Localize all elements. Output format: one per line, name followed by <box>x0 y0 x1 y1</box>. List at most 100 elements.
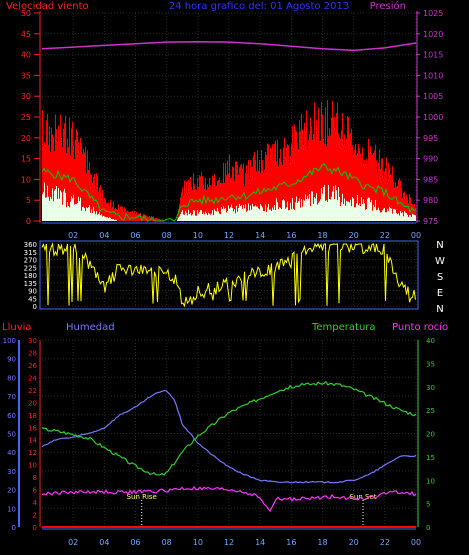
x-tick-label: 00 <box>411 231 421 240</box>
humidity-tick: 10 <box>7 505 16 513</box>
series-line-2 <box>41 380 417 476</box>
pressure-tick: 1005 <box>423 92 443 101</box>
x-tick-label: 22 <box>380 538 390 547</box>
compass-label: N <box>436 304 443 315</box>
x-tick-label: 14 <box>255 231 265 240</box>
direction-tick: 180 <box>24 272 37 280</box>
x-tick-label: 14 <box>255 538 265 547</box>
wind-speed-tick: 5 <box>26 196 31 205</box>
rain-tick: 24 <box>28 374 37 382</box>
x-tick-label: 18 <box>317 231 327 240</box>
pressure-tick: 1000 <box>423 113 443 122</box>
rain-tick: 26 <box>28 362 37 370</box>
humidity-tick: 40 <box>7 449 16 457</box>
wind-speed-tick: 40 <box>21 51 31 60</box>
rain-tick: 16 <box>28 424 37 432</box>
direction-tick: 135 <box>24 280 37 288</box>
temperature-tick: 30 <box>426 384 435 392</box>
x-tick-label: 08 <box>162 231 172 240</box>
pressure-tick: 985 <box>423 175 438 184</box>
compass-label: W <box>435 256 445 267</box>
rain-tick: 14 <box>28 437 37 445</box>
compass-label: N <box>436 240 443 251</box>
pressure-tick: 975 <box>423 217 438 226</box>
temperature-tick: 0 <box>426 524 430 532</box>
humidity-tick: 90 <box>7 356 16 364</box>
wind-speed-tick: 15 <box>21 155 31 164</box>
temperature-tick: 5 <box>426 501 430 509</box>
temperature-tick: 40 <box>426 337 435 345</box>
pressure-tick: 990 <box>423 155 438 164</box>
legend-label: Temperatura <box>311 322 376 333</box>
x-tick-label: 08 <box>162 538 172 547</box>
x-tick-label: 06 <box>130 538 140 547</box>
x-tick-label: 00 <box>411 538 421 547</box>
sun-annotation: Sun Rise <box>127 493 157 501</box>
rain-tick: 6 <box>33 487 38 495</box>
chart-title: 24 hora grafico del: 01 Agosto 2013 <box>169 1 349 12</box>
rain-tick: 12 <box>28 449 37 457</box>
wind-speed-tick: 25 <box>21 113 31 122</box>
sun-annotation: Sun Set <box>349 493 376 501</box>
x-tick-label: 16 <box>286 538 296 547</box>
rain-tick: 4 <box>33 499 38 507</box>
wind-speed-tick: 50 <box>21 9 31 18</box>
pressure-tick: 1025 <box>423 9 443 18</box>
wind-speed-tick: 35 <box>21 71 31 80</box>
humidity-tick: 30 <box>7 468 16 476</box>
x-tick-label: 04 <box>99 538 109 547</box>
rain-tick: 20 <box>28 399 37 407</box>
pressure-tick: 1015 <box>423 51 443 60</box>
x-tick-label: 10 <box>193 538 203 547</box>
pressure-line <box>41 40 417 52</box>
humidity-tick: 50 <box>7 431 16 439</box>
wind-speed-tick: 20 <box>21 134 31 143</box>
direction-tick: 270 <box>24 257 37 265</box>
wind-speed-tick: 45 <box>21 30 31 39</box>
rain-tick: 8 <box>33 474 37 482</box>
wind-speed-tick: 30 <box>21 92 31 101</box>
rain-tick: 30 <box>28 337 37 345</box>
x-tick-label: 16 <box>286 231 296 240</box>
compass-label: S <box>437 272 443 283</box>
direction-panel-frame <box>39 240 419 310</box>
humidity-tick: 0 <box>12 524 16 532</box>
direction-tick: 360 <box>24 241 37 249</box>
temperature-tick: 20 <box>426 431 435 439</box>
x-tick-label: 02 <box>68 538 78 547</box>
rain-tick: 0 <box>33 524 37 532</box>
rain-tick: 2 <box>33 512 37 520</box>
wind-average-line <box>41 163 417 222</box>
temperature-tick: 25 <box>426 407 435 415</box>
direction-tick: 0 <box>33 303 37 311</box>
x-tick-label: 18 <box>317 538 327 547</box>
x-tick-label: 20 <box>349 231 359 240</box>
direction-tick: 90 <box>28 288 37 296</box>
x-tick-label: 10 <box>193 231 203 240</box>
rain-tick: 18 <box>28 412 37 420</box>
x-tick-label: 06 <box>130 231 140 240</box>
humidity-tick: 70 <box>7 393 16 401</box>
wind-speed-label: Velocidad viento <box>6 1 89 12</box>
x-tick-label: 04 <box>99 231 109 240</box>
x-tick-label: 20 <box>349 538 359 547</box>
x-tick-label: 12 <box>224 231 234 240</box>
pressure-tick: 980 <box>423 196 438 205</box>
temperature-tick: 35 <box>426 360 435 368</box>
x-tick-label: 22 <box>380 231 390 240</box>
humidity-tick: 60 <box>7 412 16 420</box>
wind-speed-tick: 0 <box>26 217 31 226</box>
humidity-tick: 20 <box>7 487 16 495</box>
pressure-tick: 1010 <box>423 71 443 80</box>
humidity-tick: 100 <box>3 337 16 345</box>
direction-tick: 315 <box>24 249 37 257</box>
pressure-tick: 1020 <box>423 30 443 39</box>
rain-tick: 22 <box>28 387 37 395</box>
x-tick-label: 02 <box>68 231 78 240</box>
series-line-1 <box>41 389 417 484</box>
temperature-tick: 10 <box>426 477 435 485</box>
rain-tick: 28 <box>28 349 37 357</box>
pressure-tick: 995 <box>423 134 438 143</box>
